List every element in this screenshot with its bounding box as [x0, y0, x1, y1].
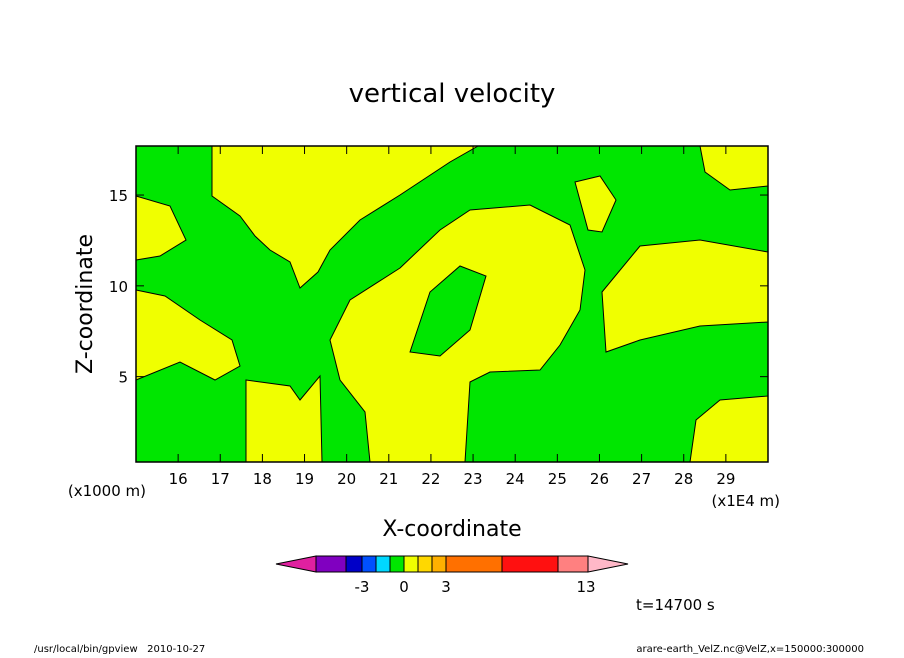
chart-title: vertical velocity — [349, 79, 556, 109]
x-tick-label: 16 — [169, 470, 188, 488]
region — [211, 145, 480, 289]
region — [409, 265, 487, 357]
x-tick-label: 28 — [674, 470, 693, 488]
colorbar-tick-label: 3 — [441, 578, 451, 596]
x-tick-label: 21 — [379, 470, 398, 488]
x-tick-label: 23 — [464, 470, 483, 488]
x-tick-label: 25 — [548, 470, 567, 488]
colorbar-box — [361, 555, 377, 573]
colorbar-box — [445, 555, 503, 573]
x-tick-label: 19 — [295, 470, 314, 488]
x-tick-label: 22 — [421, 470, 440, 488]
contour-field — [135, 145, 769, 463]
x-tick-label: 26 — [590, 470, 609, 488]
x-tick-label: 20 — [337, 470, 356, 488]
y-tick-label: 15 — [109, 187, 128, 205]
region — [574, 175, 617, 233]
colorbar-box — [501, 555, 559, 573]
colorbar-box — [557, 555, 589, 573]
colorbar-end — [275, 555, 317, 573]
footer-left: /usr/local/bin/gpview 2010-10-27 — [34, 644, 205, 654]
x-axis-label: X-coordinate — [382, 517, 521, 542]
colorbar-tick-label: -3 — [355, 578, 370, 596]
region — [135, 289, 241, 381]
colorbar-box — [403, 555, 419, 573]
colorbar — [275, 555, 629, 573]
colorbar-tick-label: 0 — [399, 578, 409, 596]
colorbar-box — [315, 555, 347, 573]
time-label: t=14700 s — [636, 596, 715, 614]
x-tick-label: 24 — [506, 470, 525, 488]
x-tick-label: 29 — [716, 470, 735, 488]
footer-right: arare-earth_VelZ.nc@VelZ,x=150000:300000 — [636, 644, 864, 654]
x-unit: (x1E4 m) — [711, 492, 780, 510]
x-tick-label: 17 — [211, 470, 230, 488]
colorbar-box — [375, 555, 391, 573]
colorbar-end — [587, 555, 629, 573]
colorbar-box — [345, 555, 363, 573]
plot-frame — [135, 145, 769, 463]
y-tick-label: 10 — [109, 278, 128, 296]
y-unit: (x1000 m) — [68, 482, 146, 500]
colorbar-box — [417, 555, 433, 573]
x-tick-label: 18 — [253, 470, 272, 488]
region — [245, 374, 323, 463]
colorbar-box — [431, 555, 447, 573]
colorbar-box — [389, 555, 405, 573]
y-tick-label: 5 — [118, 369, 128, 387]
y-axis-label: Z-coordinate — [73, 234, 98, 374]
x-tick-label: 27 — [632, 470, 651, 488]
colorbar-tick-label: 13 — [576, 578, 595, 596]
